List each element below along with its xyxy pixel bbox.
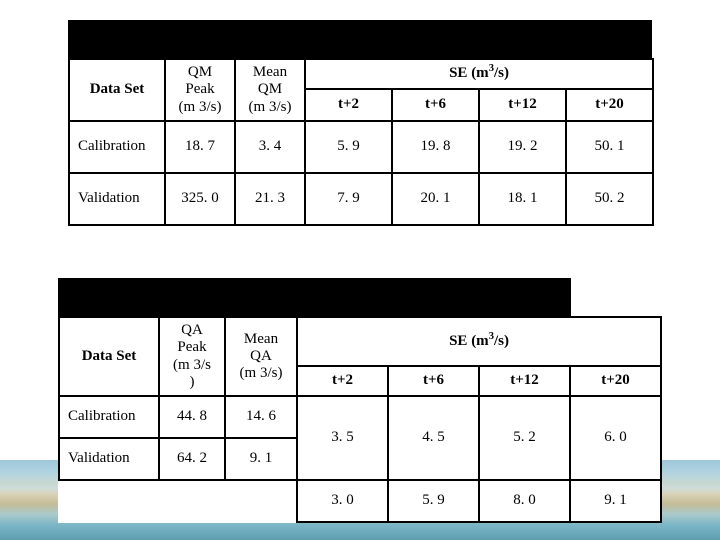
qm-se-suffix: /s) bbox=[494, 65, 509, 81]
qm-header-qpeak: QM Peak (m 3/s) bbox=[165, 59, 235, 121]
qa-row1-t12: 8. 0 bbox=[479, 480, 570, 522]
table-row: 3. 0 5. 9 8. 0 9. 1 bbox=[59, 480, 661, 522]
qm-header-t12: t+12 bbox=[479, 89, 566, 121]
qm-header-se: SE (m3/s) bbox=[305, 59, 653, 89]
qa-row0-t12: 5. 2 bbox=[479, 396, 570, 480]
qm-row0-mean: 3. 4 bbox=[235, 121, 305, 173]
qa-header-mean-line2: QA bbox=[250, 348, 272, 364]
qm-row1-t2: 7. 9 bbox=[305, 173, 392, 225]
qm-table-black-band bbox=[68, 20, 652, 58]
qm-table-block: Data Set QM Peak (m 3/s) Mean QM (m 3/s)… bbox=[68, 20, 652, 226]
qm-row0-t20: 50. 1 bbox=[566, 121, 653, 173]
qa-row0-t2: 3. 5 bbox=[297, 396, 388, 480]
qa-header-mean-line3: (m 3/s) bbox=[240, 365, 283, 381]
qa-header-qpeak-line2: Peak bbox=[177, 339, 206, 355]
qa-header-t20: t+20 bbox=[570, 366, 661, 396]
qm-header-mean-line1: Mean bbox=[253, 64, 287, 80]
qa-row0-t6: 4. 5 bbox=[388, 396, 479, 480]
table-row: Validation 325. 0 21. 3 7. 9 20. 1 18. 1… bbox=[69, 173, 653, 225]
qm-row1-t20: 50. 2 bbox=[566, 173, 653, 225]
qa-row1-label: Validation bbox=[59, 438, 159, 480]
qm-row0-qpeak: 18. 7 bbox=[165, 121, 235, 173]
qa-header-se: SE (m3/s) bbox=[297, 317, 661, 366]
table-row: Calibration 18. 7 3. 4 5. 9 19. 8 19. 2 … bbox=[69, 121, 653, 173]
qa-row0-t20: 6. 0 bbox=[570, 396, 661, 480]
qa-row1-t6: 5. 9 bbox=[388, 480, 479, 522]
qm-header-mean: Mean QM (m 3/s) bbox=[235, 59, 305, 121]
qa-se-suffix: /s) bbox=[494, 333, 509, 349]
qm-header-t6: t+6 bbox=[392, 89, 479, 121]
qa-header-mean: Mean QA (m 3/s) bbox=[225, 317, 297, 396]
qm-row1-t6: 20. 1 bbox=[392, 173, 479, 225]
qa-table-block: Data Set QA Peak (m 3/s ) Mean QA (m 3/s… bbox=[58, 278, 662, 523]
qa-row1-qpeak: 64. 2 bbox=[159, 438, 225, 480]
qa-header-t2: t+2 bbox=[297, 366, 388, 396]
qm-header-qpeak-line3: (m 3/s) bbox=[179, 99, 222, 115]
qm-header-dataset: Data Set bbox=[69, 59, 165, 121]
qa-header-mean-line1: Mean bbox=[244, 331, 278, 347]
qa-row1-mean: 9. 1 bbox=[225, 438, 297, 480]
qm-header-t20: t+20 bbox=[566, 89, 653, 121]
qm-row0-t12: 19. 2 bbox=[479, 121, 566, 173]
qa-header-t12: t+12 bbox=[479, 366, 570, 396]
qm-row0-t6: 19. 8 bbox=[392, 121, 479, 173]
qa-header-qpeak-line3: (m 3/s bbox=[173, 357, 211, 373]
qm-table: Data Set QM Peak (m 3/s) Mean QM (m 3/s)… bbox=[68, 58, 654, 226]
qm-header-mean-line3: (m 3/s) bbox=[249, 99, 292, 115]
qm-header-qpeak-line2: Peak bbox=[185, 81, 214, 97]
qa-table: Data Set QA Peak (m 3/s ) Mean QA (m 3/s… bbox=[58, 316, 662, 523]
qm-row1-t12: 18. 1 bbox=[479, 173, 566, 225]
qa-row0-mean: 14. 6 bbox=[225, 396, 297, 438]
qa-row1-t20: 9. 1 bbox=[570, 480, 661, 522]
qa-row0-qpeak: 44. 8 bbox=[159, 396, 225, 438]
qa-table-black-band bbox=[58, 278, 571, 316]
qm-row1-label: Validation bbox=[69, 173, 165, 225]
qa-se-prefix: SE (m bbox=[449, 333, 489, 349]
qm-header-t2: t+2 bbox=[305, 89, 392, 121]
qm-row0-label: Calibration bbox=[69, 121, 165, 173]
qa-header-qpeak-line4: ) bbox=[190, 374, 195, 390]
qm-row1-mean: 21. 3 bbox=[235, 173, 305, 225]
qa-header-qpeak-line1: QA bbox=[181, 322, 203, 338]
qm-se-prefix: SE (m bbox=[449, 65, 489, 81]
qa-header-dataset: Data Set bbox=[59, 317, 159, 396]
qa-row0-label: Calibration bbox=[59, 396, 159, 438]
qm-row1-qpeak: 325. 0 bbox=[165, 173, 235, 225]
qa-header-qpeak: QA Peak (m 3/s ) bbox=[159, 317, 225, 396]
qa-row1-t2: 3. 0 bbox=[297, 480, 388, 522]
qa-header-t6: t+6 bbox=[388, 366, 479, 396]
qm-row0-t2: 5. 9 bbox=[305, 121, 392, 173]
qm-header-qpeak-line1: QM bbox=[188, 64, 212, 80]
table-row: Calibration 44. 8 14. 6 3. 5 4. 5 5. 2 6… bbox=[59, 396, 661, 438]
qm-header-mean-line2: QM bbox=[258, 81, 282, 97]
